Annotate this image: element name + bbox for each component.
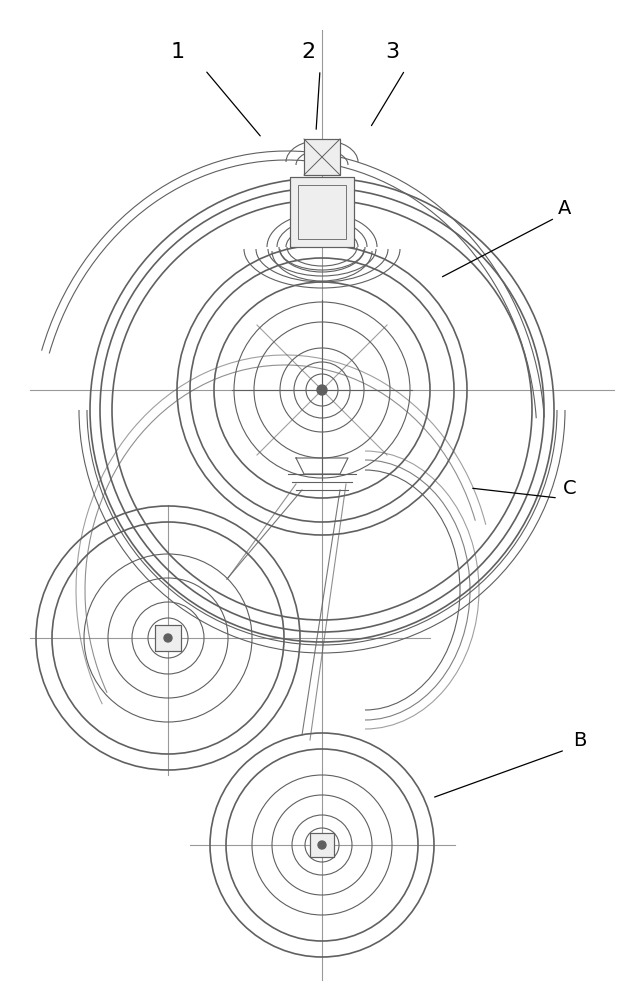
Text: 3: 3 [385, 42, 399, 62]
Bar [304, 139, 340, 175]
Bar [290, 177, 354, 247]
Bar [155, 625, 181, 651]
Bar [304, 139, 340, 175]
Bar [290, 177, 354, 247]
Circle shape [318, 841, 326, 849]
Circle shape [164, 634, 172, 642]
Bar [310, 833, 334, 857]
Bar [155, 625, 181, 651]
Text: 2: 2 [301, 42, 315, 62]
Text: 1: 1 [171, 42, 185, 62]
Bar [310, 833, 334, 857]
Text: C: C [564, 479, 577, 497]
Circle shape [317, 385, 327, 395]
Text: B: B [573, 730, 587, 750]
Text: A: A [558, 198, 572, 218]
Bar [298, 185, 346, 239]
